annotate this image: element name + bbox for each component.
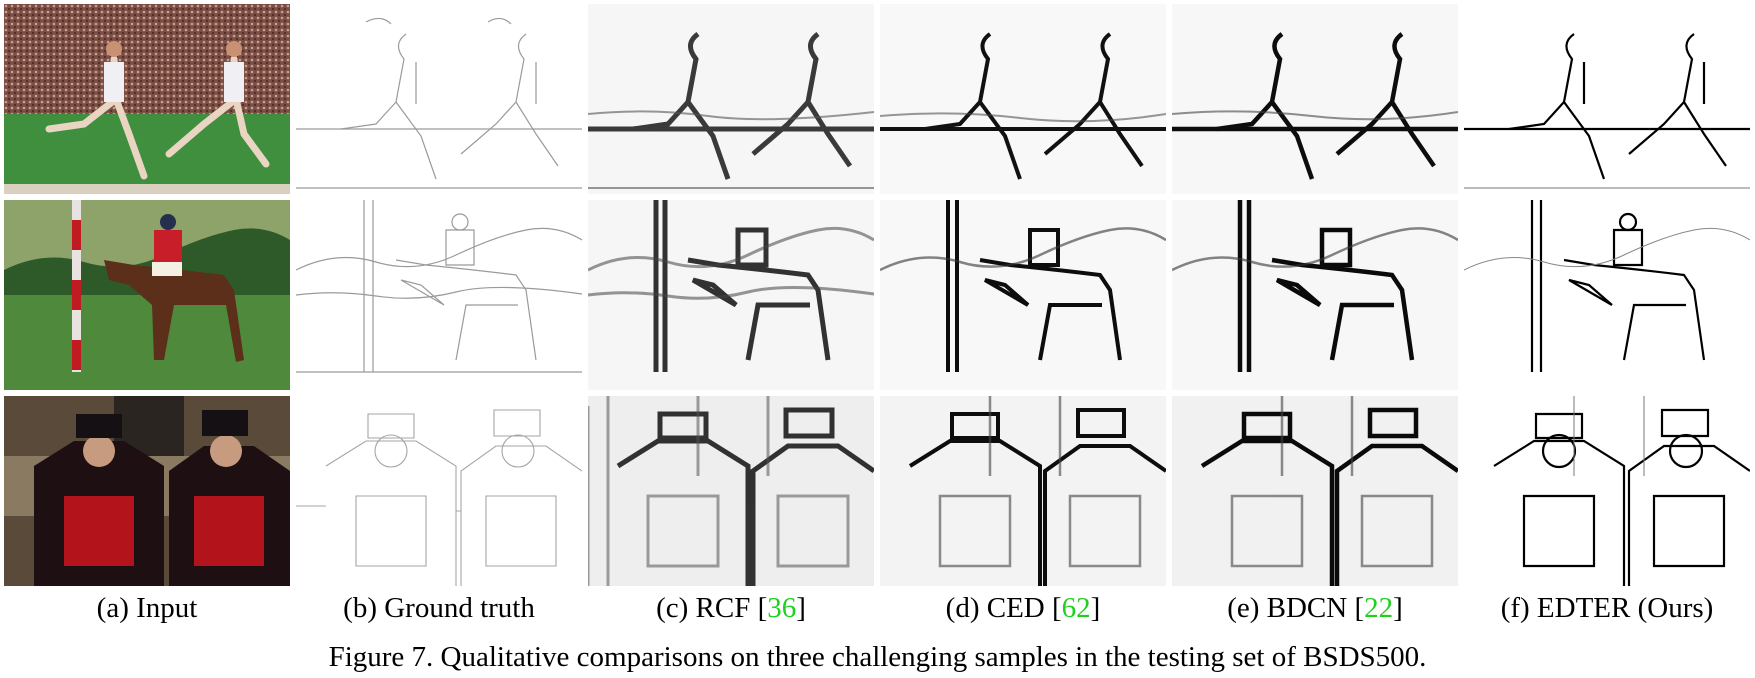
citation-link-bdcn[interactable]: 22 bbox=[1364, 592, 1394, 624]
ground-truth-runners bbox=[296, 4, 582, 194]
column-label-ced-suffix: ] bbox=[1090, 592, 1101, 624]
rcf-output-runners bbox=[588, 4, 874, 194]
rcf-output-polo-rider bbox=[588, 200, 874, 390]
column-label-input-text: (a) Input bbox=[96, 592, 198, 624]
ced-output-runners bbox=[880, 4, 1166, 194]
column-label-edter-text: (f) EDTER (Ours) bbox=[1500, 592, 1714, 624]
citation-link-ced[interactable]: 62 bbox=[1061, 592, 1091, 624]
edter-output-beefeaters bbox=[1464, 396, 1750, 586]
column-label-ground-truth: (b) Ground truth bbox=[294, 591, 584, 625]
citation-link-rcf[interactable]: 36 bbox=[767, 592, 797, 624]
column-label-rcf: (c) RCF [36] bbox=[586, 591, 876, 625]
bdcn-output-beefeaters bbox=[1172, 396, 1458, 586]
edter-output-polo-rider bbox=[1464, 200, 1750, 390]
input-image-polo-rider bbox=[4, 200, 290, 390]
column-label-bdcn-text: (e) BDCN [ bbox=[1227, 592, 1365, 624]
column-label-edter: (f) EDTER (Ours) bbox=[1462, 591, 1752, 625]
input-image-runners bbox=[4, 4, 290, 194]
edter-output-runners bbox=[1464, 4, 1750, 194]
bdcn-output-runners bbox=[1172, 4, 1458, 194]
column-label-ced-text: (d) CED [ bbox=[945, 592, 1062, 624]
figure-caption: Figure 7. Qualitative comparisons on thr… bbox=[328, 641, 1427, 673]
column-label-rcf-text: (c) RCF [ bbox=[656, 592, 768, 624]
ground-truth-polo-rider bbox=[296, 200, 582, 390]
column-label-bdcn-suffix: ] bbox=[1393, 592, 1403, 624]
column-label-ced: (d) CED [62] bbox=[878, 591, 1168, 625]
rcf-output-beefeaters bbox=[588, 396, 874, 586]
ground-truth-beefeaters bbox=[296, 396, 582, 586]
bdcn-output-polo-rider bbox=[1172, 200, 1458, 390]
column-label-ground-truth-text: (b) Ground truth bbox=[343, 592, 535, 624]
ced-output-polo-rider bbox=[880, 200, 1166, 390]
column-label-input: (a) Input bbox=[2, 591, 292, 625]
input-image-beefeaters bbox=[4, 396, 290, 586]
column-label-rcf-suffix: ] bbox=[796, 592, 806, 624]
ced-output-beefeaters bbox=[880, 396, 1166, 586]
column-label-bdcn: (e) BDCN [22] bbox=[1170, 591, 1460, 625]
